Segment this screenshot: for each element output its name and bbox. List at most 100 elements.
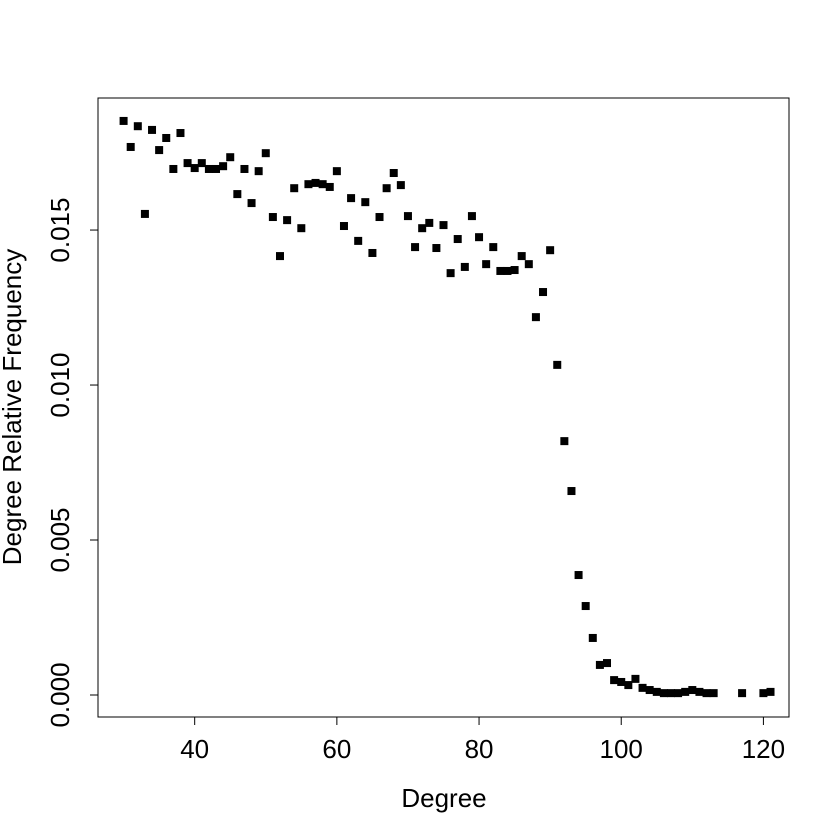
point [645, 686, 654, 695]
point [460, 262, 469, 271]
point [183, 159, 192, 168]
point [425, 218, 434, 227]
point [212, 164, 221, 173]
point [197, 159, 206, 168]
point [169, 164, 178, 173]
point [396, 181, 405, 190]
point [133, 122, 142, 131]
point [681, 687, 690, 696]
x-axis-title: Degree [401, 783, 486, 813]
point [539, 288, 548, 297]
point [190, 164, 199, 173]
point [283, 216, 292, 225]
point [475, 233, 484, 242]
y-tick-label: 0.000 [45, 662, 75, 727]
point [347, 194, 356, 203]
point [432, 244, 441, 253]
point [595, 660, 604, 669]
point [411, 243, 420, 252]
y-tick-label: 0.005 [45, 507, 75, 572]
point [467, 212, 476, 221]
point [403, 212, 412, 221]
point [361, 198, 370, 207]
point [702, 689, 711, 698]
point [204, 164, 213, 173]
point [603, 659, 612, 668]
point [389, 169, 398, 178]
point [546, 246, 555, 255]
point [155, 146, 164, 155]
point [275, 252, 284, 261]
point [261, 149, 270, 158]
point [624, 681, 633, 690]
point [148, 125, 157, 134]
point [176, 129, 185, 138]
point [666, 689, 675, 698]
x-tick-label: 40 [180, 734, 209, 764]
point [510, 266, 519, 275]
point [503, 266, 512, 275]
point [652, 687, 661, 696]
point [524, 260, 533, 269]
point [482, 260, 491, 269]
point [453, 235, 462, 244]
point [439, 221, 448, 230]
point [496, 266, 505, 275]
point [382, 184, 391, 193]
point [240, 164, 249, 173]
x-tick-label: 80 [465, 734, 494, 764]
point [610, 676, 619, 685]
point [674, 689, 683, 698]
point [489, 243, 498, 252]
point [581, 602, 590, 611]
point [119, 116, 128, 125]
point [140, 209, 149, 218]
point [162, 133, 171, 142]
point [574, 571, 583, 580]
point [268, 213, 277, 222]
y-tick-label: 0.015 [45, 198, 75, 263]
x-tick-label: 100 [600, 734, 643, 764]
x-tick-label: 60 [322, 734, 351, 764]
point [709, 689, 718, 698]
point [531, 313, 540, 322]
point [659, 689, 668, 698]
point [290, 184, 299, 193]
point [304, 180, 313, 189]
point [418, 224, 427, 233]
point [368, 248, 377, 257]
point [631, 674, 640, 683]
y-axis-title: Degree Relative Frequency [0, 249, 27, 566]
point [688, 686, 697, 695]
point [588, 633, 597, 642]
point [233, 190, 242, 199]
plot-box [97, 97, 790, 718]
point [254, 167, 263, 176]
point [325, 182, 334, 191]
point [766, 687, 775, 696]
point [738, 689, 747, 698]
point [446, 269, 455, 278]
point [759, 689, 768, 698]
point [567, 487, 576, 496]
point [695, 687, 704, 696]
point [375, 213, 384, 222]
point [126, 142, 135, 151]
point [638, 683, 647, 692]
y-tick-label: 0.010 [45, 352, 75, 417]
point [219, 162, 228, 171]
x-tick-label: 120 [742, 734, 785, 764]
point [560, 437, 569, 446]
point [617, 677, 626, 686]
point [354, 236, 363, 245]
point [553, 360, 562, 369]
point [517, 252, 526, 261]
point [339, 222, 348, 231]
point [226, 153, 235, 162]
point [297, 224, 306, 233]
point [332, 167, 341, 176]
point [247, 199, 256, 208]
point [311, 178, 320, 187]
